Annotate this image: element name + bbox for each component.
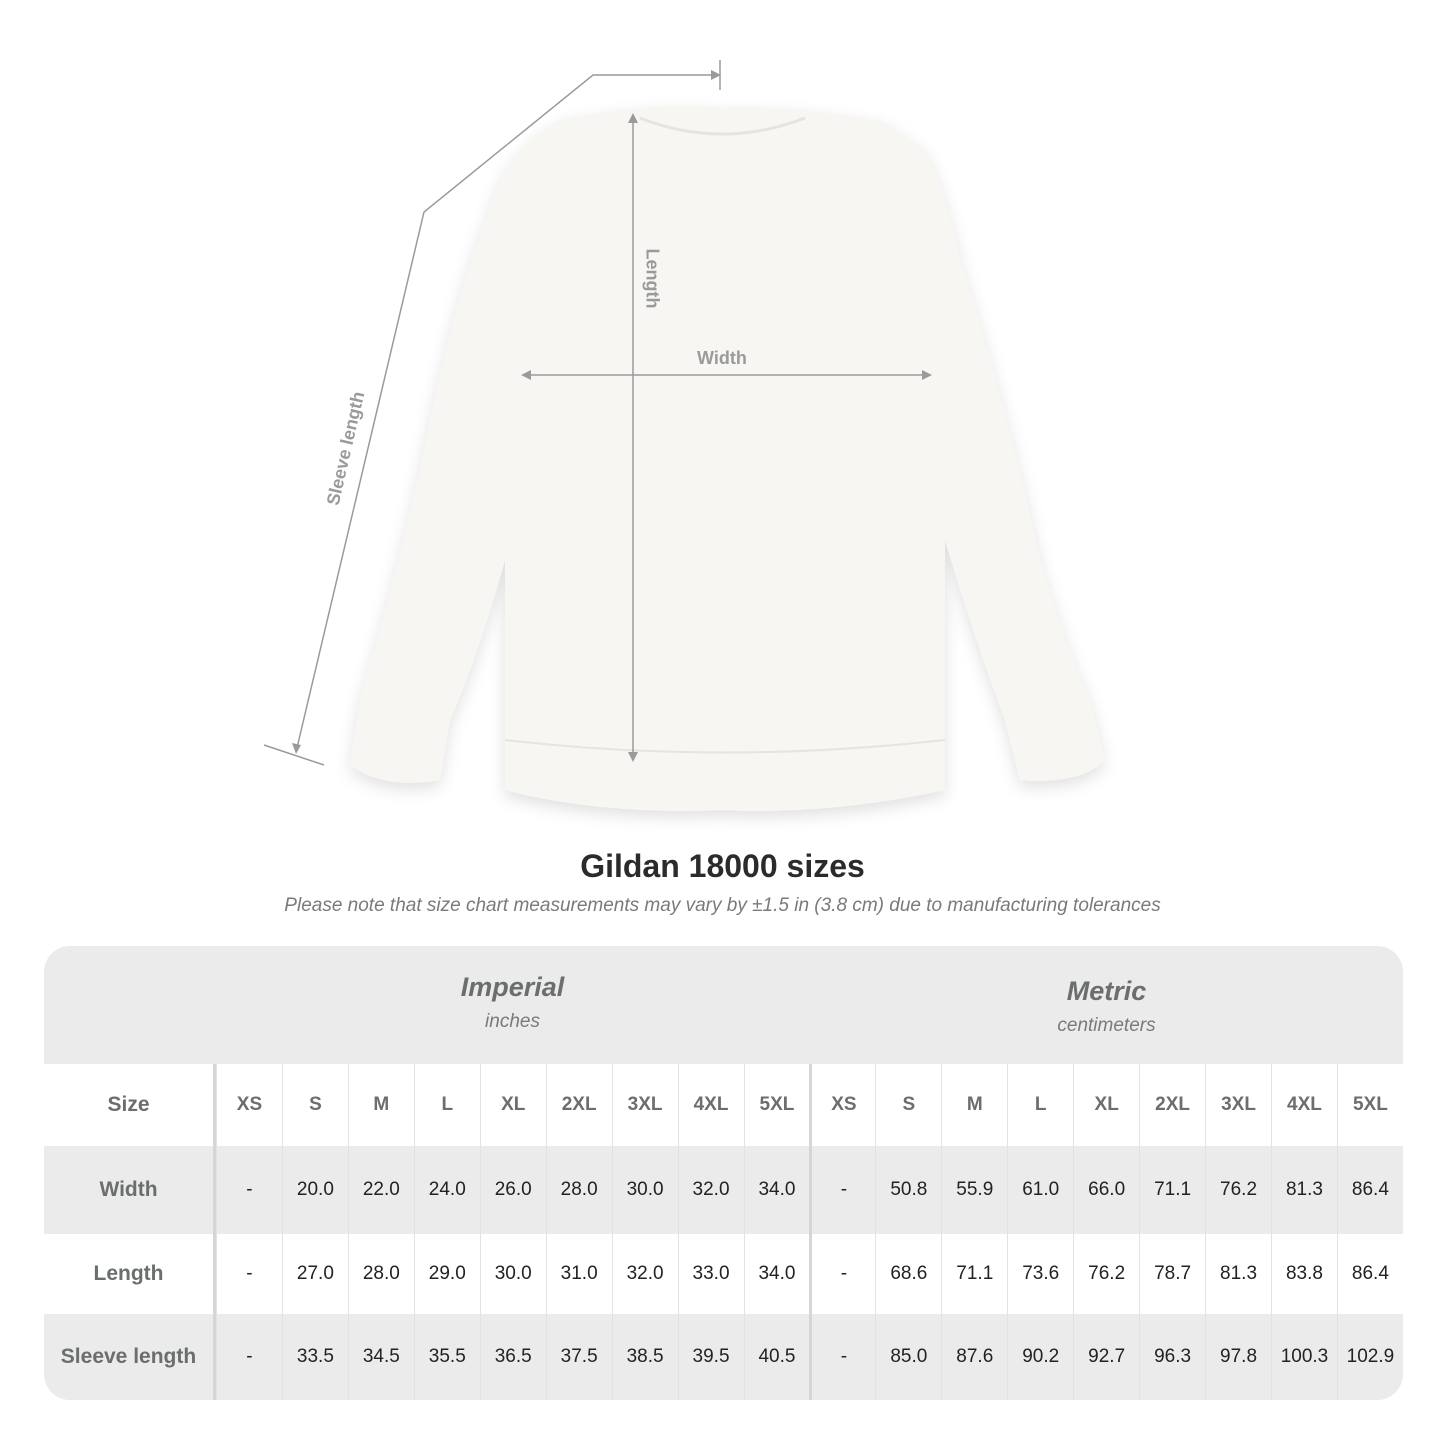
imperial-cell: 29.0 [413,1234,480,1314]
imperial-cell: 28.0 [545,1146,612,1234]
metric-cell: L [1007,1064,1073,1146]
metric-cell: 73.6 [1007,1234,1073,1314]
imperial-cell: - [216,1234,282,1314]
imperial-cell: 33.0 [677,1234,744,1314]
metric-cell: 71.1 [941,1234,1007,1314]
imperial-cell: 32.0 [677,1146,744,1234]
metric-cell: 87.6 [941,1314,1007,1400]
metric-cell: 71.1 [1139,1146,1205,1234]
table-row: Width -20.0 22.0 24.0 26.0 28.0 30.0 32.0 34.0-5… [44,1146,1403,1234]
imperial-cell: 33.5 [281,1314,348,1400]
metric-header: Metric centimeters [1057,976,1156,1036]
imperial-cell: XS [216,1064,282,1146]
measure-lines [263,60,930,766]
metric-cell: 86.4 [1336,1146,1403,1234]
metric-cell: 102.9 [1336,1314,1403,1400]
imperial-cell: 35.5 [413,1314,480,1400]
imperial-cell: 4XL [677,1064,744,1146]
sweatshirt-diagram [263,60,1105,811]
imperial-cell: 30.0 [611,1146,678,1234]
imperial-header: Imperial inches [460,972,565,1032]
size-table: Imperial inches Metric centimeters Size X… [44,946,1403,1400]
row-label: Size [44,1064,216,1146]
imperial-cell: - [216,1146,282,1234]
metric-cell: 100.3 [1271,1314,1337,1400]
metric-cell: 4XL [1271,1064,1337,1146]
row-label: Length [44,1234,216,1314]
imperial-cell: - [216,1314,282,1400]
imperial-cell: 26.0 [479,1146,546,1234]
metric-cell: 85.0 [875,1314,941,1400]
length-label: Length [642,248,663,309]
sweatshirt-image [350,105,1105,811]
metric-cell: 2XL [1139,1064,1205,1146]
metric-cell: 92.7 [1073,1314,1139,1400]
imperial-cell: L [413,1064,480,1146]
imperial-cell: 37.5 [545,1314,612,1400]
imperial-cell: 34.5 [347,1314,414,1400]
imperial-cell: 24.0 [413,1146,480,1234]
table-row: Sleeve length -33.5 34.5 35.5 36.5 37.5 38.5 39… [44,1314,1403,1400]
imperial-cell: 22.0 [347,1146,414,1234]
metric-cell: 96.3 [1139,1314,1205,1400]
imperial-cell: M [347,1064,414,1146]
metric-cell: XL [1073,1064,1139,1146]
imperial-cell: 32.0 [611,1234,678,1314]
metric-cell: - [809,1314,875,1400]
metric-cell: 81.3 [1271,1146,1337,1234]
metric-cell: - [809,1234,875,1314]
row-label: Width [44,1146,216,1234]
metric-cell: 90.2 [1007,1314,1073,1400]
metric-cell: 3XL [1205,1064,1271,1146]
imperial-cell: 3XL [611,1064,678,1146]
imperial-cell: 38.5 [611,1314,678,1400]
page-title: Gildan 18000 sizes [580,848,865,884]
imperial-cell: 2XL [545,1064,612,1146]
row-label: Sleeve length [44,1314,216,1400]
imperial-cell: 36.5 [479,1314,546,1400]
imperial-cell: 31.0 [545,1234,612,1314]
metric-cell: 76.2 [1073,1234,1139,1314]
metric-cell: 68.6 [875,1234,941,1314]
metric-cell: 86.4 [1336,1234,1403,1314]
metric-cell: 66.0 [1073,1146,1139,1234]
size-header-row: Size XS S M L XL 2XL 3XL 4XL 5XL XS S M L XL 2XL 3XL 4XL 5… [44,1064,1403,1146]
metric-cell: 61.0 [1007,1146,1073,1234]
metric-cell: 97.8 [1205,1314,1271,1400]
imperial-cell: 27.0 [281,1234,348,1314]
imperial-cell: 40.5 [743,1314,810,1400]
imperial-cell: S [281,1064,348,1146]
imperial-cell: 34.0 [743,1146,810,1234]
tolerance-note: Please note that size chart measurements… [284,895,1161,916]
metric-cell: 50.8 [875,1146,941,1234]
imperial-cell: 20.0 [281,1146,348,1234]
metric-cell: XS [809,1064,875,1146]
width-label: Width [697,348,747,368]
imperial-cell: 39.5 [677,1314,744,1400]
imperial-cell: XL [479,1064,546,1146]
imperial-cell: 5XL [743,1064,810,1146]
metric-cell: S [875,1064,941,1146]
metric-cell: 78.7 [1139,1234,1205,1314]
imperial-cell: 30.0 [479,1234,546,1314]
metric-cell: 76.2 [1205,1146,1271,1234]
imperial-cell: 34.0 [743,1234,810,1314]
metric-cell: 5XL [1336,1064,1403,1146]
table-row: Length -27.0 28.0 29.0 30.0 31.0 32.0 33.0 34.0-… [44,1234,1403,1314]
metric-cell: M [941,1064,1007,1146]
metric-cell: 83.8 [1271,1234,1337,1314]
metric-cell: - [809,1146,875,1234]
metric-cell: 81.3 [1205,1234,1271,1314]
metric-cell: 55.9 [941,1146,1007,1234]
imperial-cell: 28.0 [347,1234,414,1314]
